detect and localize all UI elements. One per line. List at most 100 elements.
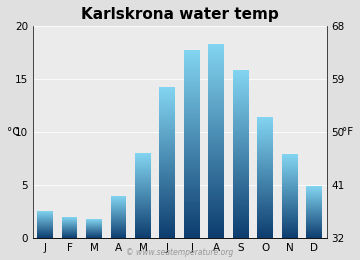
Bar	[257, 213, 273, 214]
Bar	[184, 62, 200, 63]
Bar	[257, 209, 273, 210]
Bar	[208, 79, 224, 80]
Bar	[208, 124, 224, 125]
Bar	[208, 161, 224, 162]
Bar	[184, 146, 200, 147]
Bar	[208, 149, 224, 150]
Bar	[208, 62, 224, 63]
Bar	[208, 216, 224, 217]
Bar	[282, 227, 298, 228]
Bar	[208, 146, 224, 147]
Bar	[257, 163, 273, 164]
Bar	[233, 99, 249, 100]
Bar	[233, 180, 249, 181]
Bar	[135, 231, 151, 232]
Bar	[257, 173, 273, 174]
Bar	[208, 234, 224, 235]
Bar	[208, 47, 224, 48]
Bar	[233, 131, 249, 132]
Bar	[184, 237, 200, 238]
Bar	[184, 65, 200, 66]
Bar	[159, 167, 175, 168]
Bar	[233, 201, 249, 202]
Bar	[257, 180, 273, 181]
Bar	[233, 70, 249, 71]
Bar	[257, 235, 273, 236]
Bar	[257, 194, 273, 195]
Bar	[282, 210, 298, 211]
Bar	[208, 145, 224, 146]
Bar	[159, 137, 175, 138]
Bar	[159, 228, 175, 229]
Bar	[135, 230, 151, 231]
Bar	[135, 192, 151, 193]
Bar	[208, 223, 224, 224]
Bar	[159, 92, 175, 93]
Bar	[257, 177, 273, 178]
Bar	[135, 232, 151, 233]
Bar	[184, 80, 200, 81]
Bar	[233, 104, 249, 105]
Bar	[233, 190, 249, 191]
Bar	[233, 120, 249, 121]
Bar	[184, 126, 200, 127]
Bar	[135, 191, 151, 192]
Bar	[159, 173, 175, 174]
Bar	[208, 222, 224, 223]
Bar	[135, 225, 151, 226]
Bar	[184, 144, 200, 145]
Bar	[233, 85, 249, 86]
Bar	[282, 184, 298, 185]
Bar	[282, 187, 298, 188]
Bar	[282, 169, 298, 170]
Bar	[257, 134, 273, 135]
Bar	[135, 187, 151, 188]
Bar	[208, 147, 224, 148]
Bar	[184, 81, 200, 82]
Bar	[208, 67, 224, 68]
Bar	[135, 198, 151, 199]
Bar	[208, 192, 224, 193]
Bar	[184, 179, 200, 180]
Bar	[159, 205, 175, 206]
Bar	[257, 170, 273, 171]
Bar	[135, 219, 151, 220]
Bar	[208, 78, 224, 79]
Bar	[184, 105, 200, 106]
Bar	[306, 221, 322, 222]
Bar	[257, 190, 273, 191]
Bar	[184, 112, 200, 113]
Bar	[184, 225, 200, 226]
Bar	[208, 153, 224, 154]
Title: Karlskrona water temp: Karlskrona water temp	[81, 7, 279, 22]
Bar	[306, 187, 322, 188]
Bar	[257, 228, 273, 229]
Bar	[257, 198, 273, 199]
Bar	[135, 224, 151, 225]
Bar	[135, 199, 151, 200]
Bar	[159, 197, 175, 198]
Bar	[159, 237, 175, 238]
Bar	[184, 104, 200, 105]
Bar	[282, 157, 298, 158]
Bar	[257, 179, 273, 180]
Bar	[257, 140, 273, 141]
Bar	[135, 222, 151, 223]
Bar	[282, 211, 298, 212]
Bar	[208, 206, 224, 207]
Bar	[184, 55, 200, 56]
Bar	[208, 68, 224, 69]
Bar	[257, 159, 273, 160]
Bar	[282, 205, 298, 206]
Bar	[282, 182, 298, 183]
Bar	[159, 133, 175, 134]
Bar	[159, 142, 175, 143]
Bar	[306, 201, 322, 202]
Bar	[306, 190, 322, 191]
Bar	[184, 76, 200, 77]
Bar	[184, 158, 200, 159]
Bar	[159, 166, 175, 167]
Bar	[135, 161, 151, 162]
Bar	[233, 215, 249, 216]
Bar	[208, 86, 224, 87]
